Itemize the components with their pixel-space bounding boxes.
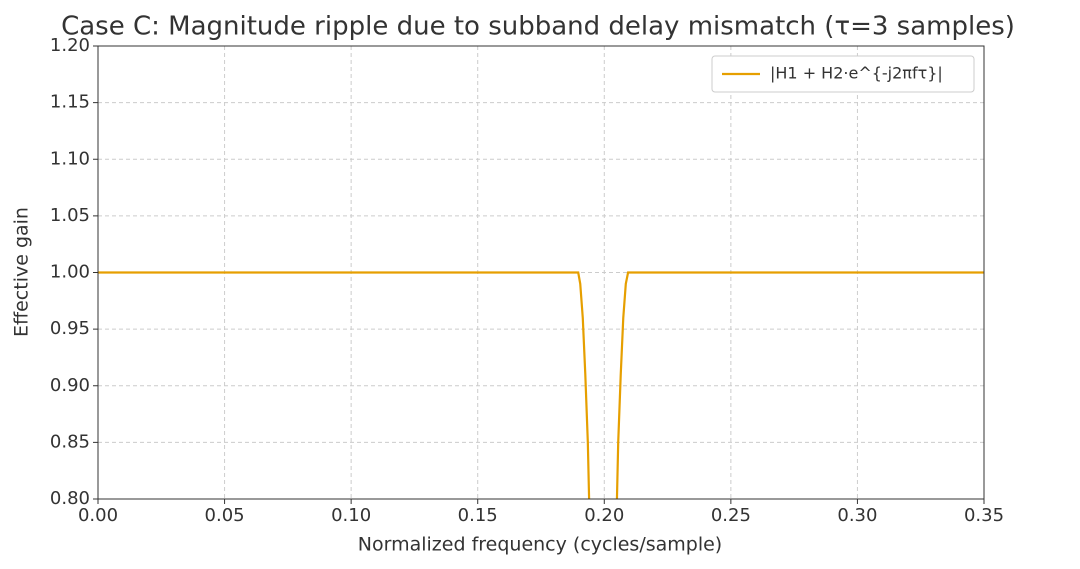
y-tick-label: 1.15 xyxy=(50,92,90,113)
y-tick-label: 1.00 xyxy=(50,262,90,283)
legend-box xyxy=(711,55,975,93)
y-tick-label: 0.85 xyxy=(50,431,90,452)
y-tick-label: 1.20 xyxy=(50,35,90,56)
plot-frame xyxy=(97,45,985,500)
x-tick-label: 0.35 xyxy=(964,505,1004,526)
y-tick-label: 0.90 xyxy=(50,375,90,396)
x-tick-label: 0.30 xyxy=(837,505,877,526)
y-tick-label: 0.80 xyxy=(50,488,90,509)
data-line xyxy=(98,271,984,499)
y-axis-label: Effective gain xyxy=(11,207,33,337)
legend-label: |H1 + H2·e^{-j2πfτ}| xyxy=(770,64,943,83)
x-tick-label: 0.05 xyxy=(205,505,245,526)
x-tick-label: 0.25 xyxy=(711,505,751,526)
y-tick-label: 1.05 xyxy=(50,205,90,226)
x-tick-label: 0.10 xyxy=(331,505,371,526)
x-axis-label: Normalized frequency (cycles/sample) xyxy=(358,534,722,556)
x-tick-label: 0.20 xyxy=(584,505,624,526)
y-tick-label: 0.95 xyxy=(50,318,90,339)
y-tick-label: 1.10 xyxy=(50,148,90,169)
x-tick-label: 0.15 xyxy=(458,505,498,526)
x-tick-label: 0.00 xyxy=(78,505,118,526)
chart-title: Case C: Magnitude ripple due to subband … xyxy=(61,12,1015,42)
